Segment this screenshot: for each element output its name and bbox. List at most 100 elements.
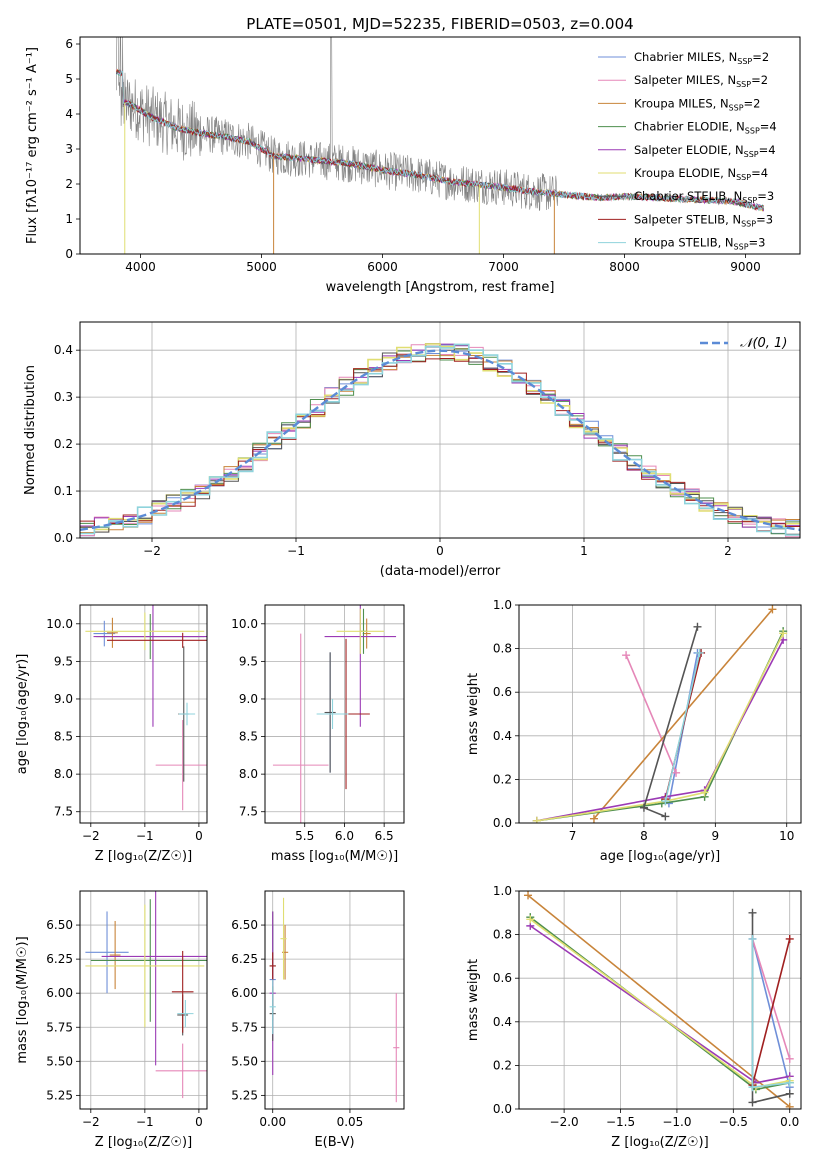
y-tick-label: 0.0 xyxy=(493,1102,512,1116)
y-tick-label: 10.0 xyxy=(231,617,258,631)
legend-subscript: SSP xyxy=(745,127,760,136)
histogram-salpeter-stelib xyxy=(80,353,800,532)
weight-line-kroupa-elodie xyxy=(536,632,784,822)
y-tick-label: 1.0 xyxy=(493,598,512,612)
panel-weight-vs-Z: −2.0 −1.5 −1.0 −0.5 0.0 0.0 0.2 0.4 0.6 0.8 1.0 Z [… xyxy=(466,884,802,1150)
y-tick-label: 1.0 xyxy=(493,884,512,898)
y-tick-label: 0.2 xyxy=(54,437,73,451)
y-tick-label: 7.5 xyxy=(54,805,73,819)
weight-point-kroupa-stelib xyxy=(661,797,670,806)
y-tick-label: 5.25 xyxy=(231,1088,258,1102)
y-tick-label: 8.5 xyxy=(54,730,73,744)
y-tick-label: 8.5 xyxy=(239,730,258,744)
legend-subscript: SSP xyxy=(729,103,744,112)
model-line-salpeter-stelib xyxy=(116,69,765,211)
y-tick-label: 4 xyxy=(65,107,73,121)
x-tick-label: −1 xyxy=(287,544,305,558)
legend-value: =3 xyxy=(749,236,766,250)
plot-area xyxy=(115,37,765,254)
panel-residuals: −2 −1 0 1 2 0.0 0.1 0.2 0.3 0.4 (data-model)/error… xyxy=(23,321,801,579)
y-tick-label: 0.6 xyxy=(493,685,512,699)
legend-value: =3 xyxy=(757,189,774,203)
axes-frame xyxy=(518,890,802,1110)
weight-line-chabrier-stelib xyxy=(642,626,699,818)
axes-frame xyxy=(264,890,405,1110)
y-tick-label: 5 xyxy=(65,72,73,86)
y-tick-label: 6 xyxy=(65,37,73,51)
panel-mass-vs-Z: −2 −1 0 5.25 5.50 5.75 6.00 6.25 6.50 Z [log₁₀(Z/… xyxy=(15,890,208,1150)
x-tick-label: −2 xyxy=(82,829,100,843)
weight-point-kroupa-elodie xyxy=(532,816,541,823)
legend-value: =4 xyxy=(760,120,777,134)
y-tick-label: 5.50 xyxy=(231,1054,258,1068)
legend-label-kroupa-elodie: Kroupa ELODIE, NSSP=4 xyxy=(634,166,768,182)
y-tick-label: 6.50 xyxy=(46,918,73,932)
y-tick-label: 0.0 xyxy=(54,531,73,545)
y-axis-label: Flux [fλ10⁻¹⁷ erg cm⁻² s⁻¹ A⁻¹] xyxy=(25,47,40,244)
legend-label-salpeter-stelib: Salpeter STELIB, NSSP=3 xyxy=(634,212,773,228)
x-tick-label: 5.5 xyxy=(295,829,314,843)
figure-title: PLATE=0501, MJD=52235, FIBERID=0503, z=0… xyxy=(246,15,633,33)
x-tick-label: −1.0 xyxy=(662,1115,691,1129)
weight-point-kroupa-elodie xyxy=(779,629,788,638)
plot-area xyxy=(80,605,207,823)
weight-point-salpeter-stelib xyxy=(785,934,794,943)
y-tick-label: 0 xyxy=(65,247,73,261)
weight-line-chabrier-elodie xyxy=(536,630,784,822)
y-tick-label: 6.25 xyxy=(231,952,258,966)
x-tick-label: −0.5 xyxy=(719,1115,748,1129)
weight-point-kroupa-miles xyxy=(785,1102,794,1109)
legend-subscript: SSP xyxy=(736,173,751,182)
y-tick-label: 0.3 xyxy=(54,390,73,404)
y-tick-label: 6.00 xyxy=(46,986,73,1000)
y-tick-label: 5.75 xyxy=(46,1020,73,1034)
axes-frame xyxy=(79,890,208,1110)
weight-point-kroupa-miles xyxy=(589,814,598,823)
y-tick-label: 0.4 xyxy=(493,1015,512,1029)
legend-value: =2 xyxy=(752,50,769,64)
x-tick-label: 10 xyxy=(779,829,794,843)
x-tick-label: 0.00 xyxy=(259,1115,286,1129)
y-tick-label: 6.50 xyxy=(231,918,258,932)
x-tick-label: 0 xyxy=(195,829,203,843)
model-line-kroupa-stelib xyxy=(116,70,764,212)
legend-value: =4 xyxy=(751,166,768,180)
legend-label-salpeter-miles: Salpeter MILES, NSSP=2 xyxy=(634,73,768,89)
x-tick-label: 7000 xyxy=(488,260,519,274)
y-tick-label: 1 xyxy=(65,212,73,226)
legend-label-chabrier-stelib: Chabrier STELIB, NSSP=3 xyxy=(634,189,774,205)
legend-subscript: SSP xyxy=(737,57,752,66)
weight-point-chabrier-stelib xyxy=(661,812,670,821)
x-axis-label: mass [log₁₀(M/M☉)] xyxy=(271,849,398,864)
axes-frame xyxy=(518,604,802,824)
x-tick-label: −2.0 xyxy=(550,1115,579,1129)
weight-point-kroupa-stelib xyxy=(695,648,704,657)
y-tick-label: 2 xyxy=(65,177,73,191)
y-tick-label: 7.5 xyxy=(239,805,258,819)
weight-point-chabrier-stelib xyxy=(748,908,757,917)
x-tick-label: −1 xyxy=(136,1115,154,1129)
x-axis-label: Z [log₁₀(Z/Z☉)] xyxy=(95,1135,192,1150)
legend-label-salpeter-elodie: Salpeter ELODIE, NSSP=4 xyxy=(634,143,776,159)
y-axis-label: Normed distribution xyxy=(23,365,38,495)
legend-label-gaussian: 𝒩(0, 1) xyxy=(740,336,787,351)
weight-point-kroupa-elodie xyxy=(700,788,709,797)
y-tick-label: 0.1 xyxy=(54,484,73,498)
legend-value: =3 xyxy=(756,212,773,226)
y-tick-label: 6.00 xyxy=(231,986,258,1000)
y-tick-label: 5.50 xyxy=(46,1054,73,1068)
plot-area xyxy=(80,322,800,538)
legend-label-chabrier-elodie: Chabrier ELODIE, NSSP=4 xyxy=(634,120,777,136)
y-tick-label: 0.4 xyxy=(54,343,73,357)
y-tick-label: 6.25 xyxy=(46,952,73,966)
weight-point-salpeter-miles xyxy=(622,651,631,660)
weight-line-kroupa-miles xyxy=(527,894,791,1108)
weight-line-salpeter-elodie xyxy=(536,639,784,822)
legend-label-kroupa-stelib: Kroupa STELIB, NSSP=3 xyxy=(634,236,765,252)
plot-area xyxy=(265,605,404,823)
x-tick-label: 7 xyxy=(569,829,577,843)
y-tick-label: 9.0 xyxy=(54,692,73,706)
x-axis-label: (data-model)/error xyxy=(380,564,501,579)
y-tick-label: 9.0 xyxy=(239,692,258,706)
plot-area xyxy=(265,891,404,1109)
